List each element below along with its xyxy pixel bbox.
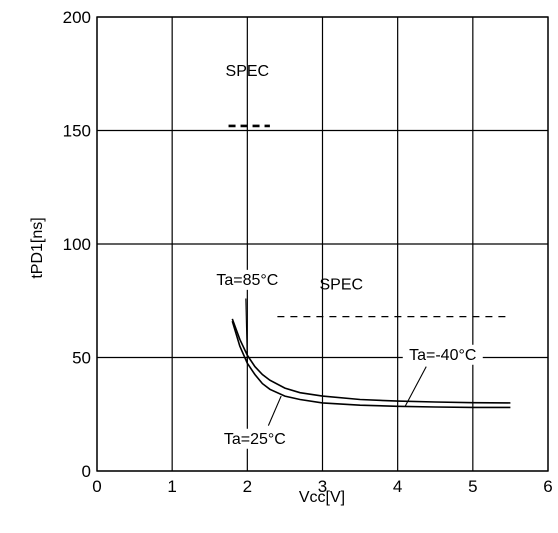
annotation-leader: [267, 395, 282, 426]
plot-frame: [96, 16, 549, 472]
series-lines: [231, 318, 511, 409]
y-tick-label: 100: [63, 235, 91, 254]
x-axis-label: Vcc[V]: [299, 489, 345, 506]
annotation-leader: [404, 366, 427, 407]
annotation-label: Ta=85°C: [216, 272, 278, 289]
annotation-label: Ta=-40°C: [409, 347, 476, 364]
x-tick-label: 6: [543, 477, 552, 496]
x-tick-label: 2: [243, 477, 252, 496]
y-tick-label: 0: [82, 462, 91, 481]
x-tick-label: 3: [318, 477, 327, 496]
grid: [96, 16, 549, 472]
spec-lines: SPEC SPEC: [226, 63, 511, 318]
tick-labels: 0 1 2 3 4 5 6 0 50 100 150 200: [63, 8, 553, 496]
series-line: [231, 320, 511, 409]
series-line: [231, 318, 511, 404]
x-tick-label: 5: [468, 477, 477, 496]
y-tick-label: 50: [72, 349, 91, 368]
spec-label: SPEC: [226, 63, 270, 80]
annotation-label: Ta=25°C: [224, 431, 286, 448]
x-tick-label: 4: [393, 477, 402, 496]
x-tick-label: 1: [167, 477, 176, 496]
x-tick-label: 0: [92, 477, 101, 496]
annotations: Ta=85°C Ta=25°C Ta=-40°C: [207, 269, 483, 449]
y-axis-label: tPD1[ns]: [29, 217, 46, 278]
annotation-bg: [214, 428, 295, 449]
y-tick-label: 150: [63, 122, 91, 141]
y-tick-label: 200: [63, 8, 91, 27]
annotation-leader: [245, 298, 248, 363]
annotation-bg: [402, 344, 483, 365]
annotation-bg: [207, 269, 288, 290]
spec-label: SPEC: [320, 276, 364, 293]
